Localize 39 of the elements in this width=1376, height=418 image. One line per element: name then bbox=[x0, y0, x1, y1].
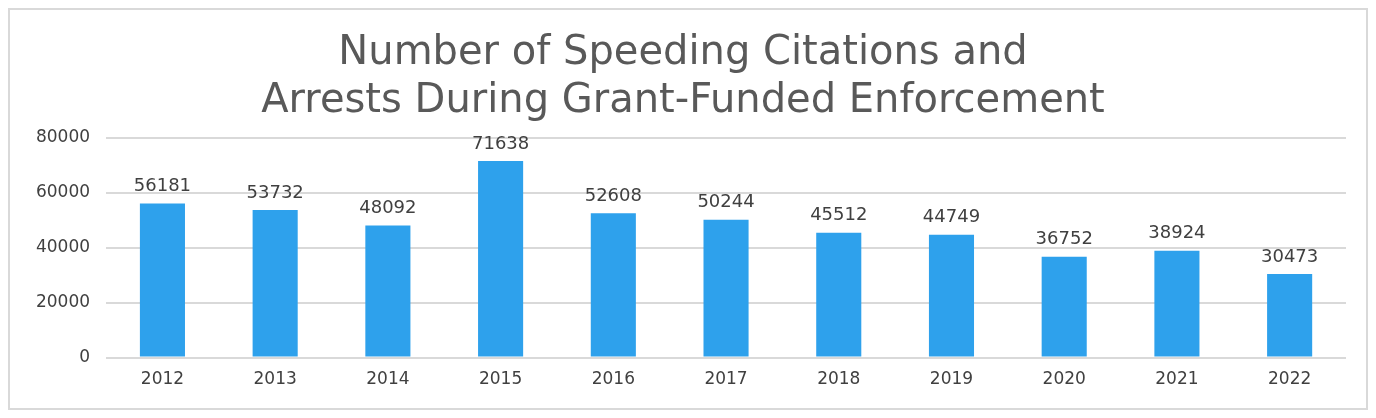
bar bbox=[928, 234, 975, 357]
data-label: 30473 bbox=[1261, 244, 1319, 266]
x-tick-label: 2014 bbox=[366, 368, 410, 389]
bar bbox=[816, 232, 862, 357]
bar bbox=[478, 160, 524, 357]
data-label: 71638 bbox=[471, 131, 530, 153]
data-label: 45512 bbox=[810, 203, 868, 225]
data-label: 48092 bbox=[359, 196, 417, 218]
x-tick-label: 2019 bbox=[929, 368, 974, 389]
data-label: 52608 bbox=[584, 183, 642, 205]
data-label: 56181 bbox=[133, 174, 192, 196]
x-tick-label: 2021 bbox=[1155, 368, 1199, 389]
bar bbox=[590, 213, 636, 357]
x-tick-label: 2018 bbox=[817, 368, 861, 389]
bar bbox=[1041, 256, 1087, 357]
x-tick-label: 2013 bbox=[253, 368, 297, 389]
data-label: 53732 bbox=[246, 180, 304, 202]
y-tick-label: 60000 bbox=[35, 181, 91, 202]
x-tick-label: 2016 bbox=[591, 368, 635, 389]
bar bbox=[1267, 273, 1313, 357]
data-label: 36752 bbox=[1035, 227, 1093, 249]
y-tick-label: 80000 bbox=[35, 126, 91, 147]
bar bbox=[252, 210, 298, 357]
bar bbox=[139, 203, 185, 357]
y-tick-label: 0 bbox=[79, 346, 91, 367]
y-tick-label: 20000 bbox=[35, 291, 91, 312]
x-tick-label: 2015 bbox=[478, 368, 523, 389]
data-label: 44749 bbox=[922, 205, 981, 227]
x-tick-label: 2020 bbox=[1042, 368, 1086, 389]
data-label: 38924 bbox=[1148, 221, 1206, 243]
chart-title: Number of Speeding Citations and Arrests During Grant-Funded Enforcement bbox=[261, 27, 1105, 122]
bar bbox=[365, 225, 411, 357]
x-tick-label: 2012 bbox=[140, 368, 185, 389]
y-tick-label: 40000 bbox=[35, 236, 91, 257]
data-label: 50244 bbox=[697, 190, 755, 212]
x-tick-label: 2022 bbox=[1268, 368, 1312, 389]
bar bbox=[1154, 250, 1200, 357]
x-tick-label: 2017 bbox=[704, 368, 748, 389]
bar bbox=[703, 219, 749, 357]
